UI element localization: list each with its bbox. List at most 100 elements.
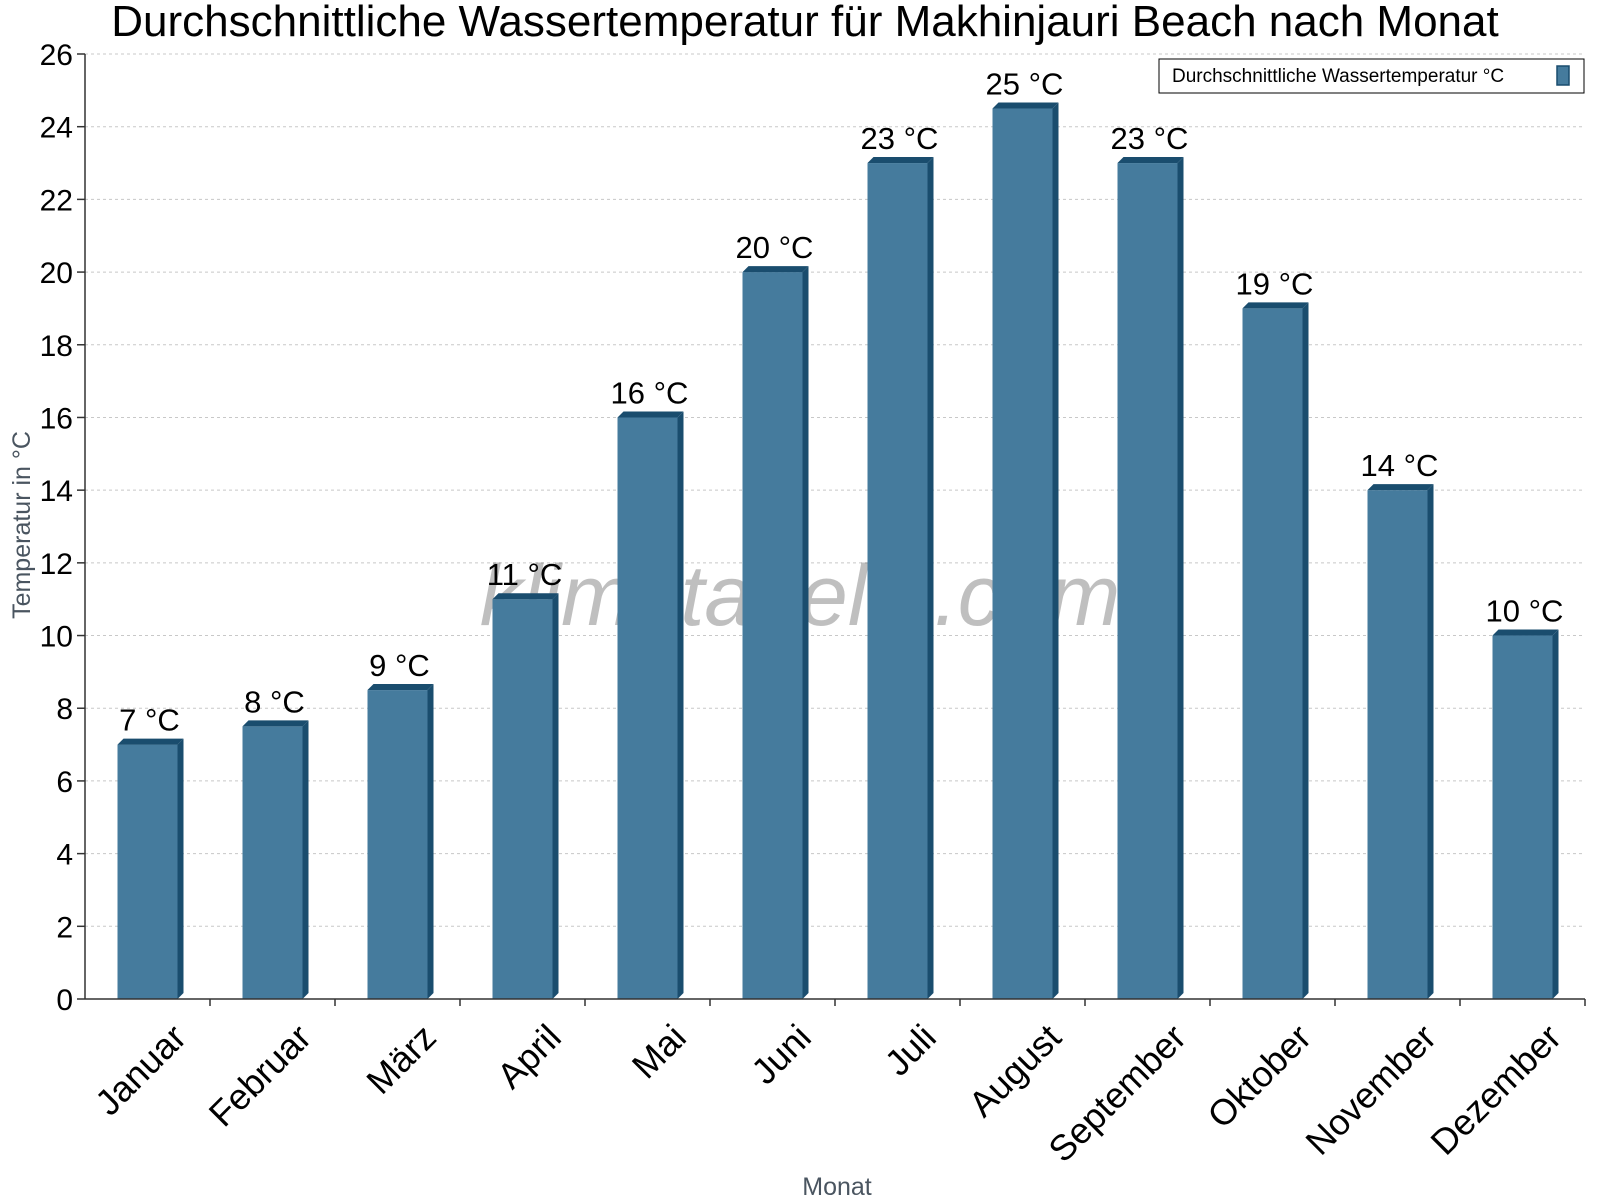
x-tick-label-november: November bbox=[1297, 1016, 1443, 1162]
bar-face-m-rz bbox=[367, 690, 428, 999]
data-label-februar: 8 °C bbox=[244, 684, 305, 719]
bar-side-februar bbox=[302, 720, 309, 999]
x-tick-label-februar: Februar bbox=[201, 1016, 319, 1134]
bar-side-november bbox=[1427, 484, 1434, 1000]
bar-top-januar bbox=[117, 738, 184, 745]
data-label-august: 25 °C bbox=[986, 67, 1064, 102]
data-label-juli: 23 °C bbox=[861, 121, 939, 156]
bar-face-september bbox=[1117, 163, 1178, 1000]
bar-side-september bbox=[1177, 157, 1184, 1000]
bar-top-juli bbox=[867, 157, 934, 164]
bar-top-april bbox=[492, 593, 559, 600]
data-label-oktober: 19 °C bbox=[1236, 266, 1314, 301]
x-axis-ticks: Januar Februar März April Mai Juni Juli AugustS… bbox=[87, 999, 1586, 1170]
y-tick-label-8: 8 bbox=[56, 693, 73, 726]
bar-face-januar bbox=[117, 744, 178, 999]
y-tick-label-2: 2 bbox=[56, 911, 73, 944]
bar-top-mai bbox=[617, 411, 684, 418]
legend-box bbox=[1158, 58, 1585, 94]
x-tick-label-mai: Mai bbox=[624, 1016, 694, 1086]
data-label-juni: 20 °C bbox=[736, 230, 814, 265]
bar-side-oktober bbox=[1302, 302, 1309, 999]
axes bbox=[84, 54, 1585, 1000]
y-tick-label-18: 18 bbox=[40, 330, 73, 363]
data-label-mai: 16 °C bbox=[611, 375, 689, 410]
bar-face-mai bbox=[617, 417, 678, 999]
legend-swatch bbox=[1556, 65, 1570, 86]
bar-top-februar bbox=[242, 720, 309, 727]
data-label-november: 14 °C bbox=[1361, 448, 1439, 483]
data-labels: 7 °C 8 °C 9 °C 11 °C 16 °C 20 °C 23 °C 25 °C 23 … bbox=[119, 67, 1563, 738]
y-tick-label-10: 10 bbox=[40, 621, 73, 654]
data-label-dezember: 10 °C bbox=[1486, 594, 1564, 629]
bars bbox=[117, 102, 1559, 1000]
x-axis-label: Monat bbox=[802, 1173, 872, 1200]
x-tick-label-august: August bbox=[961, 1016, 1069, 1124]
legend: Durchschnittliche Wassertemperatur °C bbox=[1158, 58, 1585, 94]
bar-face-april bbox=[492, 599, 553, 999]
bar-top-september bbox=[1117, 157, 1184, 164]
bar-side-juli bbox=[927, 157, 934, 1000]
bar-side-dezember bbox=[1552, 629, 1559, 999]
bar-face-oktober bbox=[1242, 308, 1303, 999]
y-tick-label-26: 26 bbox=[40, 39, 73, 72]
x-tick-label-juni: Juni bbox=[743, 1016, 819, 1092]
bar-top-juni bbox=[742, 266, 809, 273]
x-tick-label-april: April bbox=[489, 1016, 569, 1096]
x-tick-label-januar: Januar bbox=[87, 1016, 194, 1123]
data-label-september: 23 °C bbox=[1111, 121, 1189, 156]
bar-top-m-rz bbox=[367, 684, 434, 691]
bar-mai bbox=[617, 411, 684, 999]
bar-januar bbox=[117, 738, 184, 999]
bar-face-februar bbox=[242, 726, 303, 999]
bar-oktober bbox=[1242, 302, 1309, 999]
bar-februar bbox=[242, 720, 309, 999]
chart-title: Durchschnittliche Wassertemperatur für M… bbox=[111, 0, 1498, 46]
x-tick-label-september: September bbox=[1040, 1016, 1194, 1170]
bar-face-november bbox=[1367, 490, 1428, 999]
data-label-april: 11 °C bbox=[487, 557, 563, 592]
y-tick-label-22: 22 bbox=[40, 184, 73, 217]
y-axis-label: Temperatur in °C bbox=[8, 431, 36, 619]
bar-side-august bbox=[1052, 102, 1059, 1000]
bar-top-august bbox=[992, 102, 1059, 109]
bar-side-juni bbox=[802, 266, 809, 1000]
y-tick-label-12: 12 bbox=[40, 548, 73, 581]
bar-dezember bbox=[1492, 629, 1559, 999]
bar-side-mai bbox=[677, 411, 684, 999]
bar-face-juli bbox=[867, 163, 928, 1000]
bar-face-august bbox=[992, 108, 1053, 1000]
data-label-m-rz: 9 °C bbox=[369, 648, 430, 683]
y-tick-label-0: 0 bbox=[56, 984, 73, 1017]
y-tick-label-4: 4 bbox=[56, 839, 73, 872]
bar-november bbox=[1367, 484, 1434, 1000]
x-tick-label-dezember: Dezember bbox=[1422, 1016, 1568, 1162]
y-tick-label-16: 16 bbox=[40, 402, 73, 435]
data-label-januar: 7 °C bbox=[119, 703, 180, 738]
bar-september bbox=[1117, 157, 1184, 1000]
legend-label: Durchschnittliche Wassertemperatur °C bbox=[1172, 66, 1504, 87]
bar-juni bbox=[742, 266, 809, 1000]
bar-juli bbox=[867, 157, 934, 1000]
bar-m-rz bbox=[367, 684, 434, 999]
x-tick-label-oktober: Oktober bbox=[1199, 1016, 1319, 1136]
bar-side-april bbox=[552, 593, 559, 999]
bar-april bbox=[492, 593, 559, 999]
bar-face-dezember bbox=[1492, 635, 1553, 999]
bar-side-m-rz bbox=[427, 684, 434, 999]
x-tick-label-m-rz: März bbox=[358, 1016, 444, 1102]
y-tick-label-14: 14 bbox=[40, 475, 73, 508]
gridlines bbox=[85, 53, 1585, 927]
bar-top-november bbox=[1367, 484, 1434, 491]
bar-side-januar bbox=[177, 738, 184, 999]
bar-face-juni bbox=[742, 272, 803, 1000]
bar-top-dezember bbox=[1492, 629, 1559, 636]
y-tick-label-6: 6 bbox=[56, 766, 73, 799]
x-tick-label-juli: Juli bbox=[877, 1016, 944, 1083]
bar-top-oktober bbox=[1242, 302, 1309, 309]
y-tick-label-20: 20 bbox=[40, 257, 73, 290]
bar-august bbox=[992, 102, 1059, 1000]
